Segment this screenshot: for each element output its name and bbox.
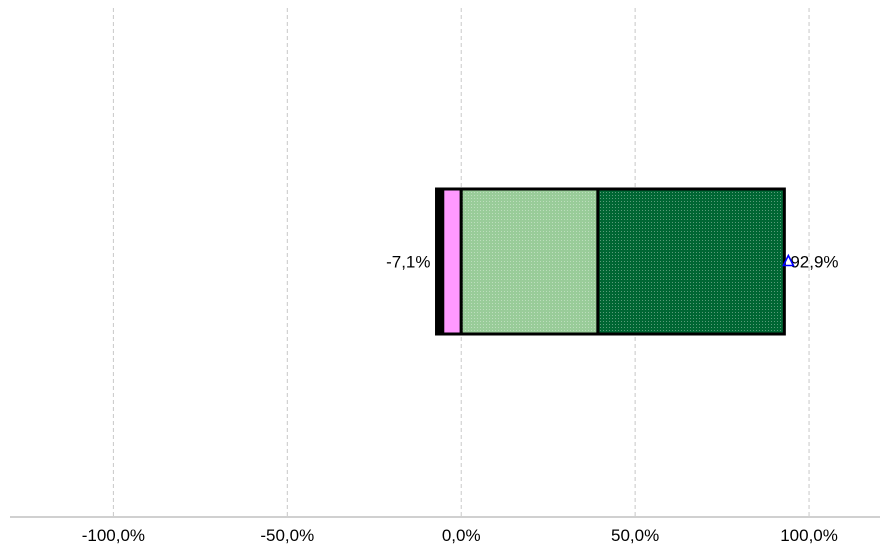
total-marker-triangle — [782, 253, 795, 267]
bar-segment-texture — [462, 190, 597, 333]
x-tick-label: 100,0% — [780, 526, 838, 544]
bar-segment-texture — [599, 190, 783, 333]
positive-total-label: 92,9% — [790, 253, 838, 272]
x-tick-label: -50,0% — [260, 526, 314, 544]
x-tick-label: 0,0% — [442, 526, 481, 544]
stacked-bar — [435, 187, 786, 336]
negative-total-label: -7,1% — [386, 253, 430, 272]
bar-segment — [441, 187, 463, 336]
x-axis-ticks: -100,0% -50,0% 0,0% 50,0% 100,0% — [82, 526, 838, 544]
x-tick-label: 50,0% — [611, 526, 659, 544]
x-tick-label: -100,0% — [82, 526, 145, 544]
